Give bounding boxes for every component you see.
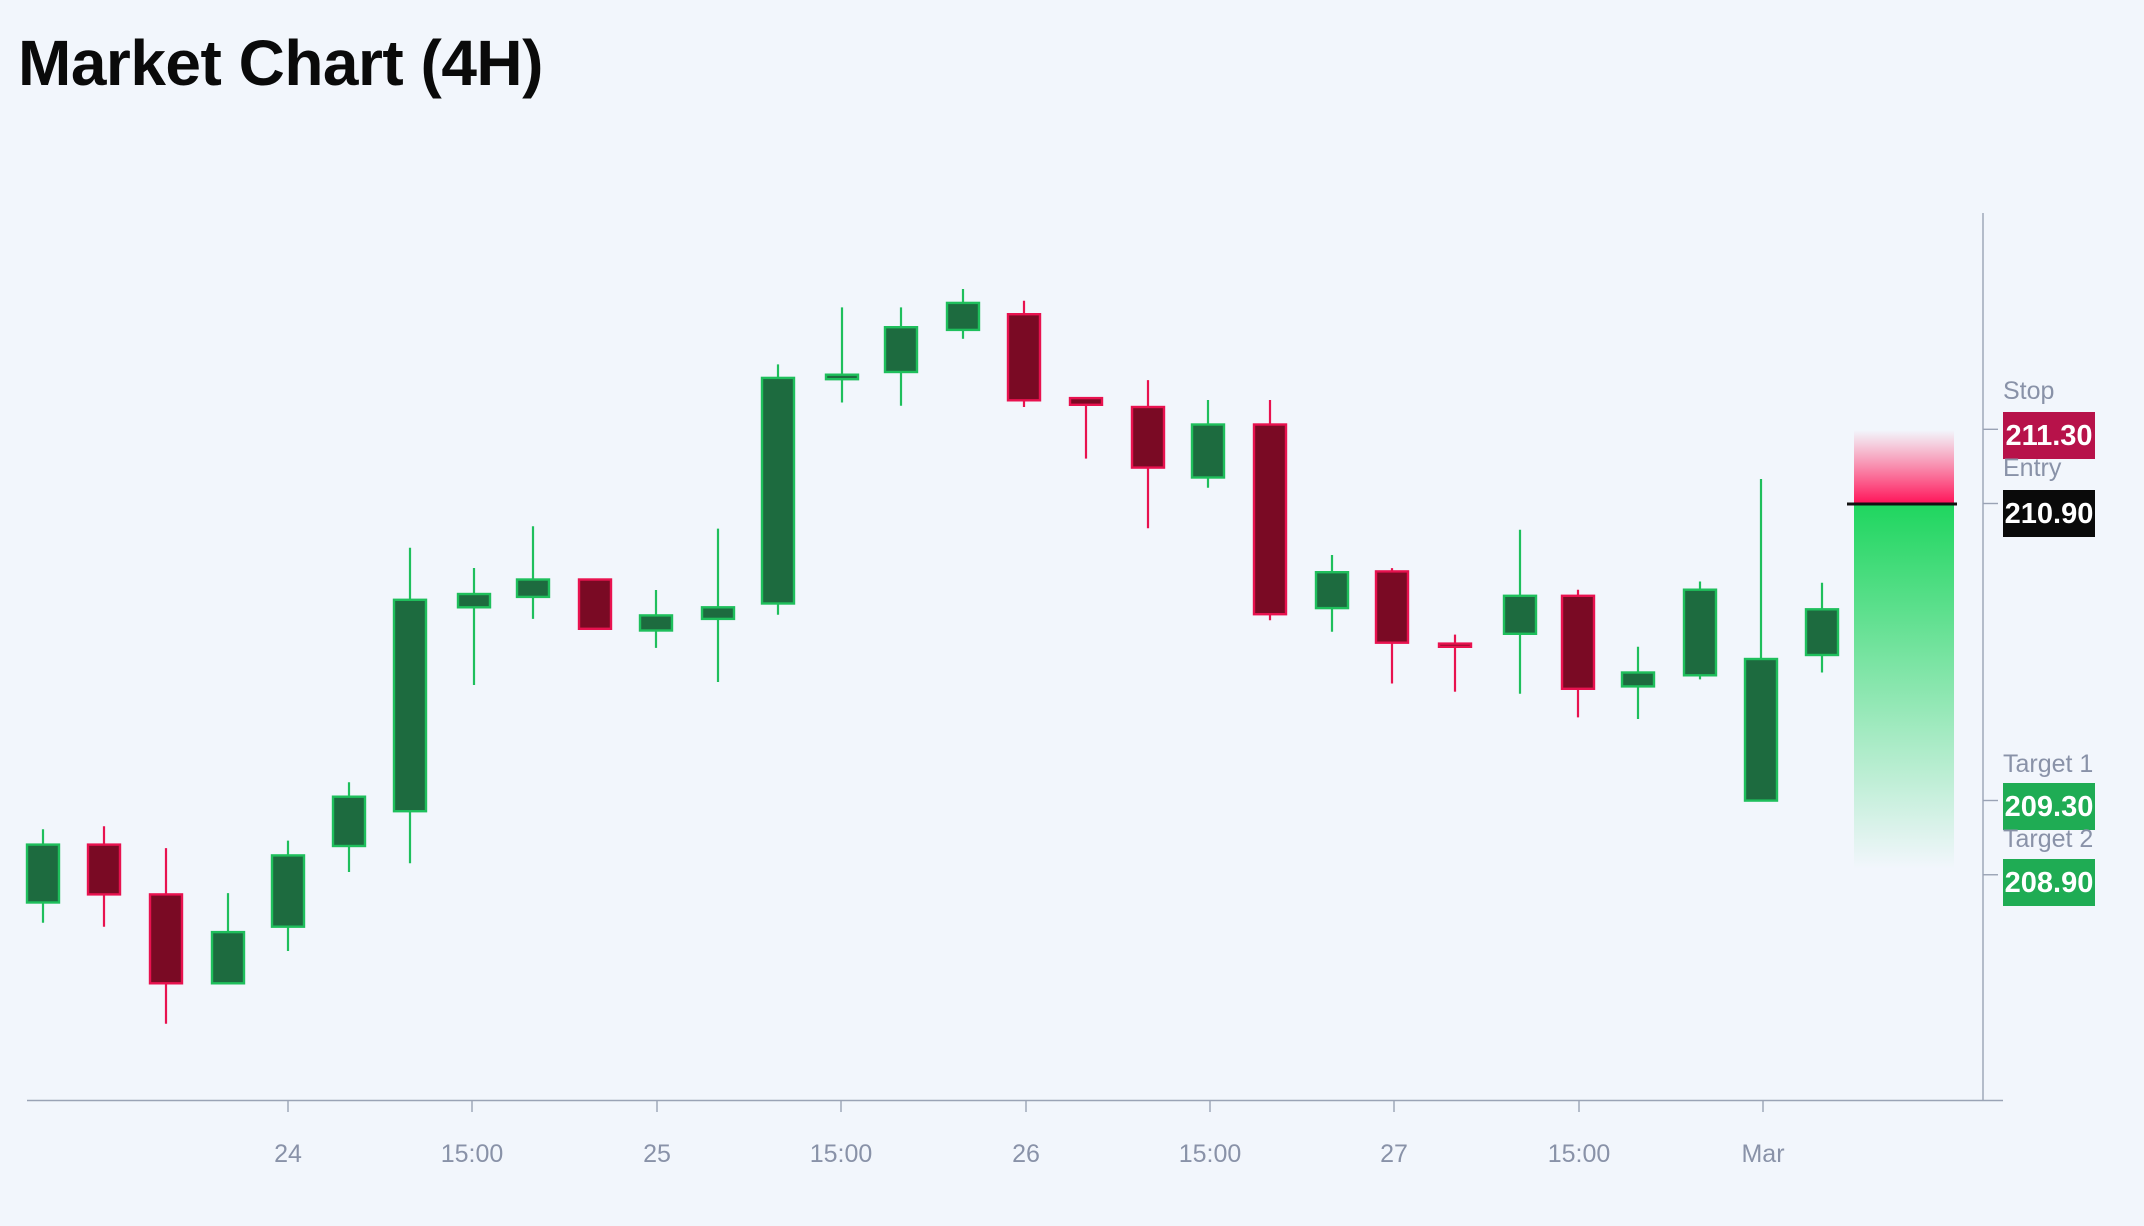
svg-text:209.30: 209.30	[2005, 791, 2094, 823]
svg-text:27: 27	[1380, 1140, 1408, 1168]
svg-text:208.90: 208.90	[2005, 867, 2094, 899]
svg-text:24: 24	[274, 1140, 302, 1168]
svg-text:Target 2: Target 2	[2003, 825, 2093, 853]
svg-text:Target 1: Target 1	[2003, 750, 2093, 778]
svg-text:15:00: 15:00	[1179, 1140, 1242, 1168]
svg-text:211.30: 211.30	[2005, 420, 2092, 452]
svg-text:210.90: 210.90	[2005, 498, 2094, 530]
svg-text:Mar: Mar	[1741, 1140, 1784, 1168]
svg-text:26: 26	[1012, 1140, 1040, 1168]
svg-text:Stop: Stop	[2003, 377, 2054, 405]
svg-text:Entry: Entry	[2003, 454, 2062, 482]
svg-text:25: 25	[643, 1140, 671, 1168]
svg-text:15:00: 15:00	[1548, 1140, 1611, 1168]
svg-text:15:00: 15:00	[441, 1140, 504, 1168]
svg-text:15:00: 15:00	[810, 1140, 873, 1168]
